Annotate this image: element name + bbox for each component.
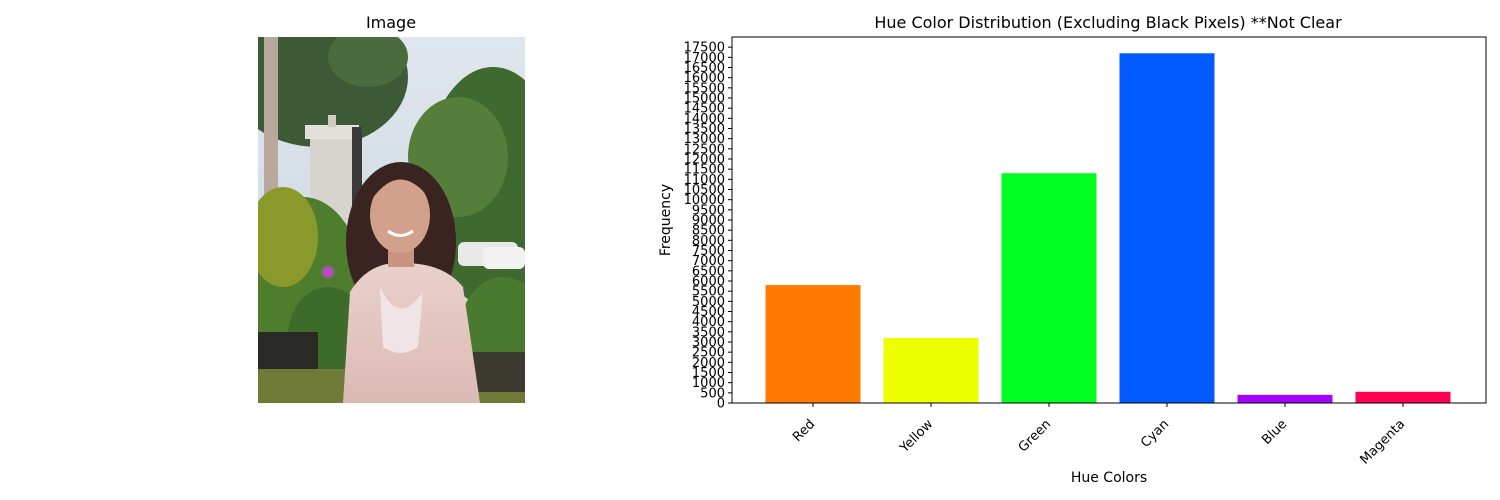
y-tick-label: 16500 [684, 61, 725, 76]
y-tick-label: 14500 [684, 102, 725, 117]
x-tick-label-green: Green [1016, 417, 1054, 455]
bar-magenta [1355, 391, 1451, 403]
y-tick-label: 3000 [692, 336, 725, 351]
y-tick-label: 15500 [684, 81, 725, 96]
y-tick-label: 11000 [684, 173, 725, 188]
y-tick-label: 12000 [684, 153, 725, 168]
y-tick-label: 16000 [684, 71, 725, 86]
bar-red [765, 285, 861, 403]
x-tick-label-magenta: Magenta [1357, 417, 1408, 468]
y-tick-label: 4500 [692, 305, 725, 320]
y-tick-label: 5500 [692, 285, 725, 300]
y-tick-label: 7000 [692, 254, 725, 269]
y-tick-label: 8000 [692, 234, 725, 249]
photo-illustration [258, 37, 525, 403]
y-tick-label: 3500 [692, 325, 725, 340]
y-tick-label: 10500 [684, 183, 725, 198]
bars-group [765, 53, 1451, 404]
y-axis-ticks: 0500100015002000250030003500400045005000… [684, 41, 732, 412]
y-tick-label: 7500 [692, 244, 725, 259]
bar-yellow [883, 337, 979, 403]
x-axis-ticks: Red Yellow Green Cyan Blue Magenta [790, 403, 1408, 468]
y-tick-label: 12500 [684, 142, 725, 157]
bar-green [1001, 173, 1097, 403]
y-tick-label: 10000 [684, 193, 725, 208]
y-tick-label: 6500 [692, 264, 725, 279]
y-tick-label: 15000 [684, 92, 725, 107]
x-tick-label-blue: Blue [1259, 417, 1290, 448]
y-tick-label: 2500 [692, 346, 725, 361]
x-tick-label-cyan: Cyan [1138, 417, 1172, 451]
y-tick-label: 4000 [692, 315, 725, 330]
x-axis-label: Hue Colors [1071, 470, 1147, 486]
y-tick-label: 9000 [692, 214, 725, 229]
x-tick-label-yellow: Yellow [897, 417, 937, 457]
y-tick-label: 11500 [684, 163, 725, 178]
plot-frame [731, 36, 1487, 404]
y-tick-label: 13000 [684, 132, 725, 147]
photo [258, 37, 525, 403]
y-tick-label: 500 [700, 386, 725, 401]
y-tick-label: 1000 [692, 376, 725, 391]
y-tick-label: 17000 [684, 51, 725, 66]
y-tick-label: 17500 [684, 41, 725, 56]
y-tick-label: 6000 [692, 275, 725, 290]
y-tick-label: 13500 [684, 122, 725, 137]
y-tick-label: 2000 [692, 356, 725, 371]
y-tick-label: 1500 [692, 366, 725, 381]
bar-blue [1237, 394, 1333, 403]
chart-title: Hue Color Distribution (Excluding Black … [874, 13, 1342, 32]
image-panel-title: Image [365, 13, 417, 32]
y-tick-label: 5000 [692, 295, 725, 310]
bar-cyan [1119, 53, 1215, 404]
y-tick-label: 14000 [684, 112, 725, 127]
y-tick-label: 9500 [692, 203, 725, 218]
y-axis-label: Frequency [658, 184, 674, 256]
y-tick-label: 0 [717, 397, 725, 412]
x-tick-label-red: Red [790, 417, 818, 445]
y-tick-label: 8500 [692, 224, 725, 239]
